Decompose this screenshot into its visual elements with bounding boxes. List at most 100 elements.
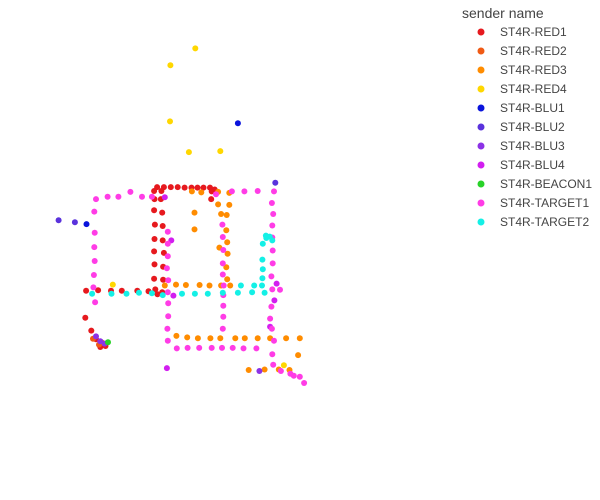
data-point[interactable] bbox=[196, 344, 203, 351]
data-point[interactable] bbox=[245, 367, 252, 373]
data-point[interactable] bbox=[261, 289, 268, 296]
data-point[interactable] bbox=[269, 237, 276, 244]
data-point[interactable] bbox=[198, 189, 205, 196]
data-point[interactable] bbox=[165, 277, 172, 284]
data-point[interactable] bbox=[272, 179, 279, 186]
data-point[interactable] bbox=[217, 335, 224, 342]
data-point[interactable] bbox=[219, 344, 225, 351]
data-point[interactable] bbox=[296, 335, 303, 342]
data-point[interactable] bbox=[95, 287, 102, 294]
data-point[interactable] bbox=[271, 188, 277, 195]
data-point[interactable] bbox=[90, 284, 97, 291]
data-point[interactable] bbox=[164, 240, 171, 247]
data-point[interactable] bbox=[283, 335, 290, 342]
data-point[interactable] bbox=[224, 250, 231, 257]
legend-item-st4r-target2[interactable]: ST4R-TARGET2 bbox=[477, 215, 590, 229]
data-point[interactable] bbox=[271, 337, 277, 344]
data-point[interactable] bbox=[82, 314, 89, 321]
data-point[interactable] bbox=[219, 260, 226, 267]
data-point[interactable] bbox=[163, 265, 170, 272]
data-point[interactable] bbox=[204, 290, 211, 297]
data-point[interactable] bbox=[256, 368, 263, 374]
data-point[interactable] bbox=[207, 335, 214, 342]
data-point[interactable] bbox=[219, 234, 226, 240]
data-point[interactable] bbox=[220, 282, 227, 289]
data-point[interactable] bbox=[160, 249, 167, 256]
data-point[interactable] bbox=[170, 292, 177, 299]
data-point[interactable] bbox=[164, 253, 171, 260]
data-point[interactable] bbox=[290, 372, 297, 379]
data-point[interactable] bbox=[224, 239, 231, 246]
data-point[interactable] bbox=[259, 256, 266, 263]
data-point[interactable] bbox=[223, 212, 230, 218]
data-point[interactable] bbox=[165, 300, 172, 307]
data-point[interactable] bbox=[220, 247, 227, 253]
data-point[interactable] bbox=[191, 290, 198, 297]
data-point[interactable] bbox=[268, 200, 275, 206]
data-point[interactable] bbox=[115, 193, 122, 200]
data-point[interactable] bbox=[165, 313, 172, 320]
data-point[interactable] bbox=[228, 188, 235, 195]
data-point[interactable] bbox=[167, 62, 174, 69]
data-point[interactable] bbox=[159, 209, 166, 216]
data-point[interactable] bbox=[254, 188, 261, 194]
data-point[interactable] bbox=[273, 280, 280, 287]
data-point[interactable] bbox=[83, 287, 90, 294]
legend-item-st4r-red1[interactable]: ST4R-RED1 bbox=[477, 25, 568, 39]
data-point[interactable] bbox=[262, 232, 269, 239]
data-point[interactable] bbox=[83, 221, 90, 228]
data-point[interactable] bbox=[148, 290, 155, 297]
data-point[interactable] bbox=[219, 271, 226, 278]
data-point[interactable] bbox=[167, 118, 173, 125]
data-point[interactable] bbox=[296, 373, 303, 380]
data-point[interactable] bbox=[208, 196, 215, 203]
data-point[interactable] bbox=[280, 362, 287, 369]
data-point[interactable] bbox=[240, 345, 247, 352]
data-point[interactable] bbox=[237, 282, 244, 289]
data-point[interactable] bbox=[191, 226, 198, 233]
data-point[interactable] bbox=[173, 345, 180, 352]
data-point[interactable] bbox=[88, 327, 95, 334]
data-point[interactable] bbox=[267, 315, 274, 322]
data-point[interactable] bbox=[91, 258, 98, 264]
legend-item-st4r-target1[interactable]: ST4R-TARGET1 bbox=[477, 196, 590, 210]
data-point[interactable] bbox=[182, 282, 189, 288]
data-point[interactable] bbox=[259, 266, 266, 273]
data-point[interactable] bbox=[232, 335, 239, 342]
data-point[interactable] bbox=[268, 273, 275, 280]
data-point[interactable] bbox=[219, 221, 226, 228]
data-point[interactable] bbox=[220, 302, 227, 309]
data-point[interactable] bbox=[229, 344, 236, 351]
data-point[interactable] bbox=[269, 286, 276, 293]
data-point[interactable] bbox=[151, 275, 158, 282]
legend-item-st4r-red4[interactable]: ST4R-RED4 bbox=[477, 82, 568, 96]
legend-item-st4r-red3[interactable]: ST4R-RED3 bbox=[477, 63, 568, 77]
data-point[interactable] bbox=[118, 287, 125, 294]
data-point[interactable] bbox=[174, 184, 181, 191]
data-point[interactable] bbox=[194, 184, 201, 191]
data-point[interactable] bbox=[206, 282, 213, 289]
data-point[interactable] bbox=[217, 148, 224, 155]
data-point[interactable] bbox=[181, 184, 188, 191]
data-point[interactable] bbox=[71, 219, 78, 226]
data-point[interactable] bbox=[167, 184, 174, 191]
data-point[interactable] bbox=[55, 217, 62, 224]
data-point[interactable] bbox=[194, 335, 201, 342]
data-point[interactable] bbox=[92, 299, 99, 306]
data-point[interactable] bbox=[161, 194, 168, 201]
data-point[interactable] bbox=[188, 188, 195, 195]
data-point[interactable] bbox=[259, 240, 266, 247]
data-point[interactable] bbox=[173, 332, 180, 339]
data-point[interactable] bbox=[148, 193, 155, 200]
data-point[interactable] bbox=[184, 344, 191, 351]
data-point[interactable] bbox=[200, 184, 207, 191]
data-point[interactable] bbox=[224, 276, 231, 283]
data-point[interactable] bbox=[151, 261, 158, 268]
data-point[interactable] bbox=[164, 289, 171, 296]
data-point[interactable] bbox=[196, 282, 203, 288]
data-point[interactable] bbox=[251, 282, 258, 289]
data-point[interactable] bbox=[208, 188, 215, 195]
data-point[interactable] bbox=[269, 247, 276, 254]
data-point[interactable] bbox=[108, 290, 115, 297]
data-point[interactable] bbox=[219, 289, 226, 296]
